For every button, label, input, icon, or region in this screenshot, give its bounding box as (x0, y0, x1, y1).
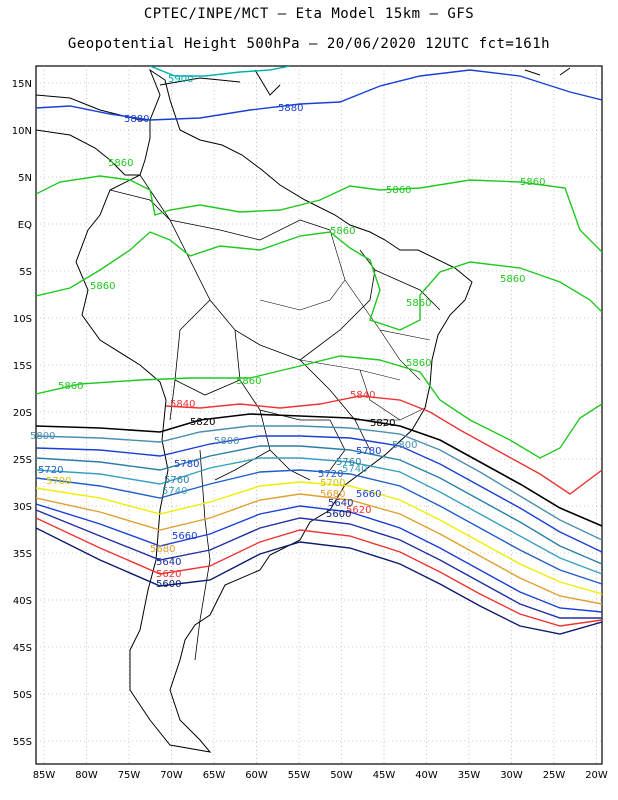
label-5800: 5800 (392, 440, 417, 451)
contour-5820 (36, 413, 602, 527)
lat-tick-label: 25S (13, 455, 32, 466)
south-america-coastline (75, 68, 473, 753)
lon-tick-label: 80W (75, 770, 98, 781)
contour-5700 (36, 481, 602, 595)
label-5860: 5860 (330, 226, 355, 237)
lat-tick-label: 50S (13, 690, 32, 701)
label-5860: 5860 (520, 177, 545, 188)
label-5860: 5860 (90, 281, 115, 292)
contour-5680 (36, 493, 602, 605)
contour-5800 (36, 425, 602, 541)
lat-tick-label: 30S (13, 502, 32, 513)
contour-5740 (36, 457, 602, 575)
contour-5900 (149, 66, 291, 77)
label-5780: 5780 (174, 459, 199, 470)
label-5620: 5620 (156, 569, 181, 580)
label-5760: 5760 (164, 475, 189, 486)
lon-tick-label: 25W (543, 770, 566, 781)
label-5860: 5860 (406, 358, 431, 369)
contour-5780 (36, 435, 602, 553)
lon-tick-label: 20W (585, 770, 608, 781)
label-5840: 5840 (350, 390, 375, 401)
contour-5880 (36, 69, 602, 121)
lon-tick-label: 45W (373, 770, 396, 781)
label-5880: 5880 (278, 103, 303, 114)
label-5680: 5680 (150, 544, 175, 555)
contour-5640 (36, 509, 602, 619)
label-5600: 5600 (156, 579, 181, 590)
contour-5760 (36, 445, 602, 565)
label-5620: 5620 (346, 505, 371, 516)
central-america-coastline (36, 94, 150, 176)
label-5860: 5860 (386, 185, 411, 196)
label-5900: 5900 (168, 74, 193, 85)
lat-tick-label: EQ (18, 220, 32, 231)
lat-tick-label: 40S (13, 596, 32, 607)
contour-5660 (36, 503, 602, 613)
label-5880: 5880 (124, 114, 149, 125)
label-5820: 5820 (370, 418, 395, 429)
label-5820: 5820 (190, 417, 215, 428)
label-5860: 5860 (236, 376, 261, 387)
label-5640: 5640 (328, 498, 353, 509)
lat-tick-label: 55S (13, 737, 32, 748)
lat-tick-label: 45S (13, 643, 32, 654)
lon-tick-label: 75W (118, 770, 141, 781)
label-5740: 5740 (342, 464, 367, 475)
lat-tick-label: 10N (12, 126, 32, 137)
lon-tick-label: 30W (500, 770, 523, 781)
label-5720: 5720 (38, 465, 63, 476)
caribbean-islands (159, 67, 571, 96)
contour-5840 (165, 395, 602, 495)
label-5660: 5660 (356, 489, 381, 500)
label-5720: 5720 (318, 469, 343, 480)
lat-tick-label: 35S (13, 549, 32, 560)
contour-5720 (36, 469, 602, 585)
contour-5860-lower (36, 355, 602, 459)
label-5680: 5680 (320, 489, 345, 500)
label-5860: 5860 (406, 298, 431, 309)
lon-tick-label: 55W (288, 770, 311, 781)
lon-tick-label: 50W (330, 770, 353, 781)
label-5860: 5860 (58, 381, 83, 392)
label-5660: 5660 (172, 531, 197, 542)
lon-tick-label: 40W (415, 770, 438, 781)
graticule (36, 66, 602, 764)
lat-tick-label: 10S (13, 314, 32, 325)
lon-tick-label: 60W (245, 770, 268, 781)
lon-tick-label: 65W (203, 770, 226, 781)
label-5700: 5700 (46, 476, 71, 487)
label-5760: 5760 (336, 457, 361, 468)
label-5860: 5860 (500, 274, 525, 285)
state-borders (259, 229, 431, 421)
label-5800: 5800 (30, 431, 55, 442)
label-5860: 5860 (108, 158, 133, 169)
lat-tick-label: 5N (18, 173, 32, 184)
contour-labels: 5900 5880 5880 5860 5860 5860 5860 5860 … (30, 74, 545, 590)
label-5700: 5700 (320, 478, 345, 489)
label-5600: 5600 (326, 509, 351, 520)
lat-tick-label: 15N (12, 79, 32, 90)
contour-5860 (36, 175, 602, 253)
map-frame (35, 65, 603, 765)
height-contours (36, 66, 602, 635)
lon-tick-label: 70W (160, 770, 183, 781)
label-5740: 5740 (162, 486, 187, 497)
chart-subtitle: Geopotential Height 500hPa – 20/06/2020 … (67, 36, 551, 52)
lon-tick-label: 35W (458, 770, 481, 781)
label-5780: 5780 (356, 446, 381, 457)
lat-tick-label: 5S (19, 267, 32, 278)
label-5640: 5640 (156, 557, 181, 568)
contour-5860-south (36, 231, 602, 331)
lat-tick-label: 15S (13, 361, 32, 372)
chart-title: CPTEC/INPE/MCT – Eta Model 15km – GFS (143, 6, 475, 22)
axis-ticks: 15N 10N 5N EQ 5S 10S 15S 20S 25S 30S 35S 40S 45S 50S 5… (12, 79, 608, 781)
label-5800: 5800 (214, 436, 239, 447)
contour-5600 (36, 527, 602, 635)
lat-tick-label: 20S (13, 408, 32, 419)
lon-tick-label: 85W (33, 770, 56, 781)
label-5840: 5840 (170, 399, 195, 410)
contour-5620 (36, 517, 602, 627)
